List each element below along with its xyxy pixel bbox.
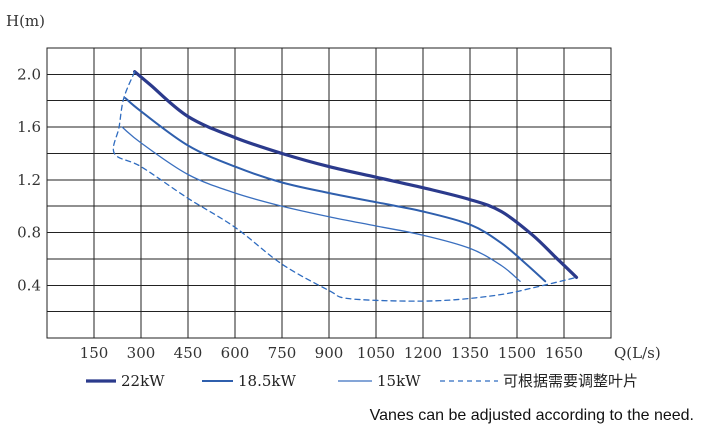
x-tick-label: 900	[315, 344, 344, 362]
x-tick-label: 750	[268, 344, 297, 362]
series-line-15kw	[121, 126, 521, 282]
x-tick-label: 150	[80, 344, 109, 362]
y-axis-label: H(m)	[6, 12, 45, 30]
axes: 150 300 450 600 750 900 1050 1200 1350 1500 1650 0.…	[6, 12, 694, 424]
x-tick-label: 450	[174, 344, 203, 362]
legend-label: 18.5kW	[238, 372, 296, 390]
x-tick-label: 600	[221, 344, 250, 362]
y-tick-label: 0.8	[17, 224, 41, 242]
legend-label: 15kW	[377, 372, 421, 390]
chart-note: Vanes can be adjusted according to the n…	[370, 407, 694, 424]
y-tick-label: 1.2	[17, 171, 41, 189]
series-line-vane-adjustment	[112, 71, 578, 302]
legend-label: 22kW	[121, 372, 165, 390]
x-tick-label: 1500	[498, 344, 536, 362]
legend: 22kW 18.5kW 15kW 可根据需要调整叶片	[86, 372, 638, 390]
legend-item: 可根据需要调整叶片	[440, 372, 638, 390]
legend-item: 18.5kW	[202, 372, 296, 390]
x-tick-label: 300	[127, 344, 156, 362]
plot-frame	[46, 47, 612, 339]
y-tick-label: 0.4	[17, 276, 41, 294]
series-line-18-5kw	[124, 97, 547, 283]
y-tick-label: 2.0	[17, 65, 41, 83]
x-tick-label: 1350	[451, 344, 489, 362]
legend-label: 可根据需要调整叶片	[503, 372, 638, 390]
y-tick-label: 1.6	[17, 118, 41, 136]
legend-item: 15kW	[338, 372, 421, 390]
x-tick-label: 1050	[357, 344, 395, 362]
grid	[46, 47, 612, 339]
x-tick-label: 1200	[404, 344, 442, 362]
legend-item: 22kW	[86, 372, 165, 390]
x-axis-label: Q(L/s)	[614, 344, 661, 362]
series-line-22kw	[133, 70, 579, 279]
series-layer	[112, 70, 579, 302]
x-tick-label: 1650	[545, 344, 583, 362]
